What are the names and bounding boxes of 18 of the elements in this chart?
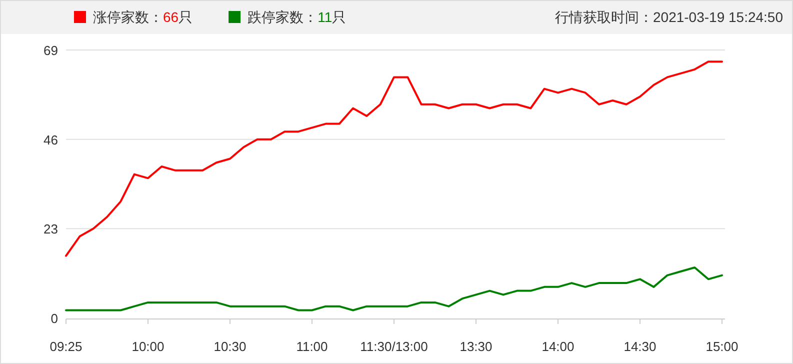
x-tick-label: 09:25	[50, 339, 82, 354]
y-tick-label: 69	[44, 43, 58, 58]
x-tick-label: 14:00	[542, 339, 574, 354]
x-tick-label: 13:30	[460, 339, 492, 354]
x-tick-label: 14:30	[624, 339, 656, 354]
x-tick-label: 10:30	[214, 339, 246, 354]
x-tick-label: 11:00	[296, 339, 328, 354]
text: 行情获取时间：2021-03-19 15:24:50	[555, 9, 784, 25]
line-series	[65, 60, 723, 257]
y-tick-label: 0	[50, 311, 58, 326]
line-series	[65, 266, 723, 312]
legend-label: 涨停家数：66只	[93, 9, 193, 25]
x-tick-label: 11:30/13:00	[360, 339, 428, 354]
y-tick-label: 23	[44, 222, 58, 237]
legend-label: 跌停家数：11只	[248, 9, 346, 25]
x-tick-label: 10:00	[132, 339, 164, 354]
y-tick-label: 46	[44, 132, 58, 148]
x-tick-label: 15:00	[706, 339, 738, 354]
